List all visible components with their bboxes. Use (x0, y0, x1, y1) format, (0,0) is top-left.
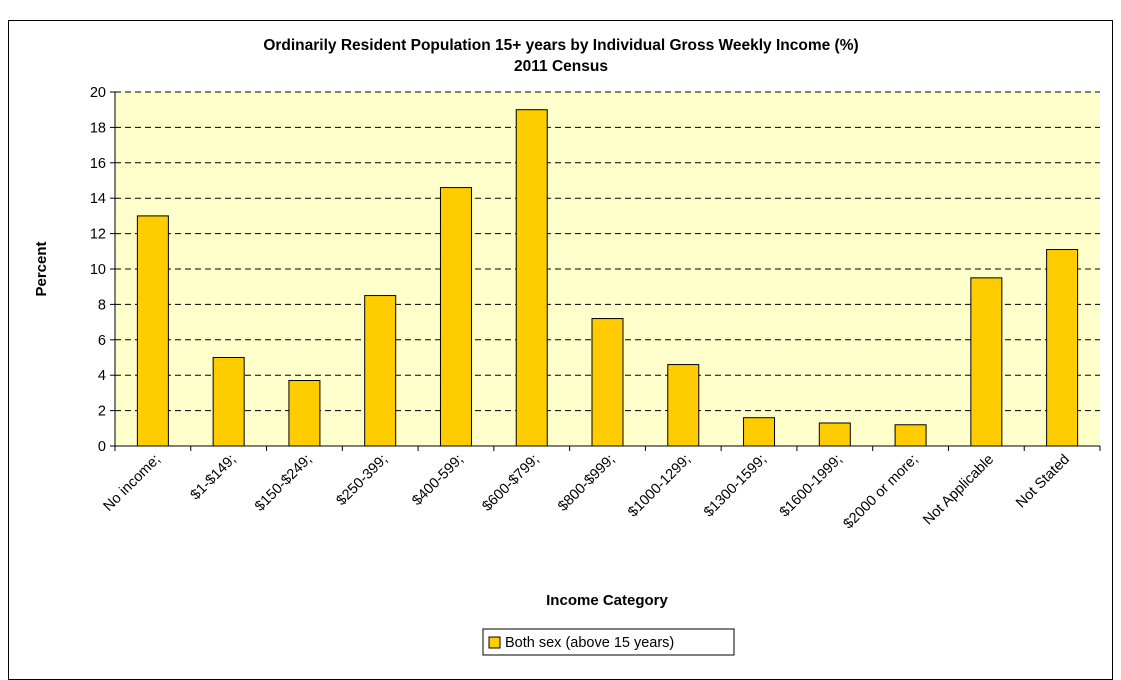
bar (818, 422, 851, 447)
x-tick-label: $1600-1999; (777, 452, 846, 521)
x-axis-title: Income Category (546, 592, 668, 609)
bar (667, 364, 700, 447)
bar (743, 417, 776, 447)
y-tick-label: 6 (98, 333, 106, 349)
legend: Both sex (above 15 years) (482, 628, 735, 656)
y-axis-title: Percent (33, 241, 50, 296)
x-tick-label: $1300-1599; (701, 452, 770, 521)
chart-frame: Ordinarily Resident Population 15+ years… (8, 20, 1113, 680)
y-tick-label: 18 (90, 120, 106, 136)
x-tick-label: $800-$999; (555, 452, 618, 515)
y-tick-label: 14 (90, 191, 106, 207)
bar (136, 215, 169, 447)
bar (591, 318, 624, 447)
bar (894, 424, 927, 447)
y-tick-label: 0 (98, 439, 106, 455)
x-tick-labels: No income; $1-$149; $150-$249; $250-399; $40… (101, 452, 1073, 533)
y-tick-labels: 0 2 4 6 8 10 12 14 16 18 20 (90, 85, 106, 455)
bar (515, 109, 548, 447)
x-tick-label: $600-$799; (479, 452, 542, 515)
bar (439, 187, 472, 447)
axes (110, 91, 1101, 451)
x-tick-label: Not Stated (1013, 452, 1073, 512)
legend-label: Both sex (above 15 years) (505, 635, 674, 651)
y-tick-label: 12 (90, 227, 106, 243)
y-tick-label: 16 (90, 156, 106, 172)
bar (1046, 249, 1079, 447)
bar (364, 295, 397, 447)
x-tick-label: $1000-1299; (625, 452, 694, 521)
x-tick-label: $2000 or more; (841, 452, 922, 533)
x-tick-label: $150-$249; (252, 452, 315, 515)
chart-title: Ordinarily Resident Population 15+ years… (263, 37, 858, 54)
x-tick-label: $1-$149; (188, 452, 240, 504)
y-tick-label: 4 (98, 368, 106, 384)
y-tick-label: 8 (98, 297, 106, 313)
x-tick-label: No income; (101, 452, 164, 515)
y-tick-label: 2 (98, 404, 106, 420)
x-tick-label: $250-399; (334, 452, 391, 509)
y-tick-label: 10 (90, 262, 106, 278)
bar (970, 277, 1003, 447)
y-tick-label: 20 (90, 85, 106, 101)
legend-swatch (488, 636, 501, 649)
legend-box (482, 628, 735, 656)
x-tick-label: $400-599; (409, 452, 466, 509)
x-tick-label: Not Applicable (920, 452, 997, 529)
bar (212, 357, 245, 447)
chart-svg: Ordinarily Resident Population 15+ years… (33, 37, 1101, 656)
chart-subtitle: 2011 Census (514, 58, 608, 75)
bar (288, 380, 321, 447)
